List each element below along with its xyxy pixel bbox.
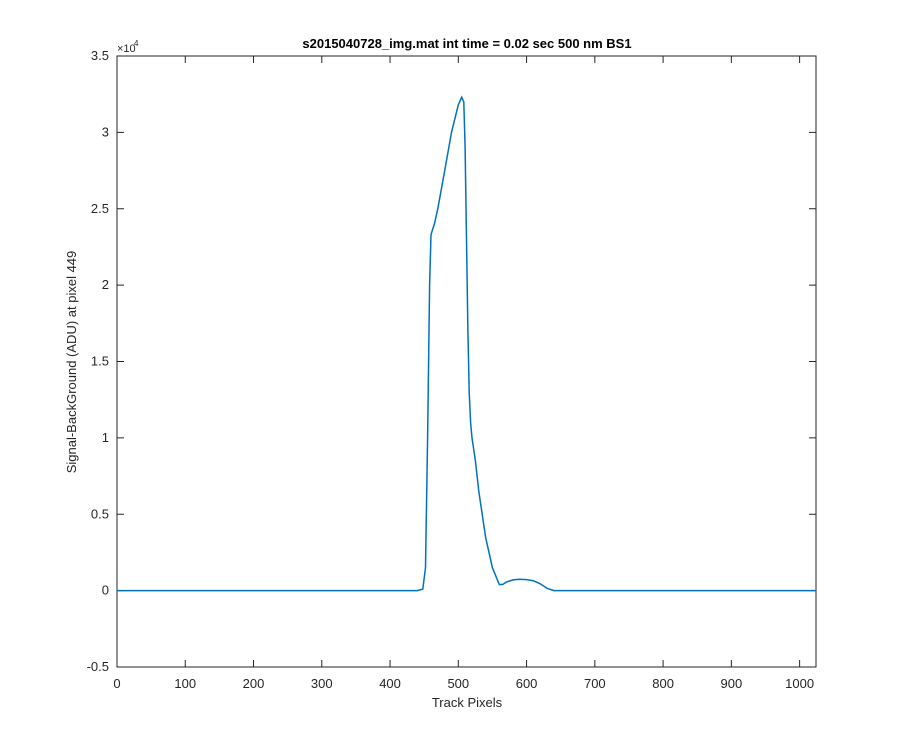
y-tick-label: 3 <box>102 124 109 139</box>
y-tick-label: 0.5 <box>91 506 109 521</box>
y-axis-exponent-power: 4 <box>134 39 139 48</box>
x-tick-label: 500 <box>447 676 469 691</box>
x-tick-label: 200 <box>243 676 265 691</box>
chart-title: s2015040728_img.mat int time = 0.02 sec … <box>302 36 631 51</box>
y-tick-label: 1.5 <box>91 354 109 369</box>
x-axis-label: Track Pixels <box>432 695 503 710</box>
series-line <box>117 95 816 592</box>
y-axis-label: Signal-BackGround (ADU) at pixel 449 <box>64 251 79 474</box>
x-tick-label: 800 <box>652 676 674 691</box>
axis-tick-labels: 0 100 200 300 400 500 600 700 800 900 1000 -0.5 0 0.5… <box>87 48 814 691</box>
y-axis-exponent-base: ×10 <box>117 43 136 55</box>
y-axis-exponent: ×10 4 <box>117 39 139 55</box>
x-tick-label: 700 <box>584 676 606 691</box>
plot-area: 0 100 200 300 400 500 600 700 800 900 1000 -0.5 0 0.5… <box>87 48 817 691</box>
axes-box <box>116 55 817 668</box>
y-tick-label: 3.5 <box>91 48 109 63</box>
x-tick-label: 600 <box>516 676 538 691</box>
y-tick-label: 0 <box>102 583 109 598</box>
x-tick-label: 1000 <box>785 676 814 691</box>
x-tick-label: 100 <box>174 676 196 691</box>
x-tick-label: 300 <box>311 676 333 691</box>
y-tick-label: 2.5 <box>91 201 109 216</box>
y-tick-label: -0.5 <box>87 659 109 674</box>
y-tick-label: 2 <box>102 277 109 292</box>
x-tick-label: 0 <box>113 676 120 691</box>
y-tick-label: 1 <box>102 430 109 445</box>
x-tick-label: 900 <box>721 676 743 691</box>
x-tick-label: 400 <box>379 676 401 691</box>
